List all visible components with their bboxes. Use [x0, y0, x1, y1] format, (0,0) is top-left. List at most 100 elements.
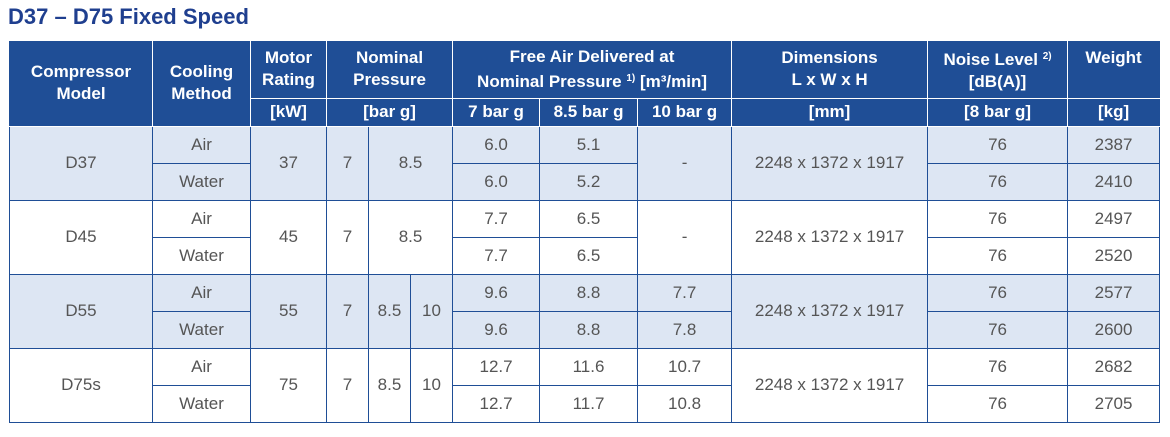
- noise-cell: 76: [927, 200, 1068, 238]
- weight-cell: 2577: [1067, 274, 1160, 312]
- pressure-cell: 8.5: [368, 274, 411, 349]
- fad-7-cell: 7.7: [452, 237, 540, 275]
- pressure-cell: 7: [326, 200, 369, 275]
- weight-cell: 2600: [1067, 311, 1160, 349]
- cooling-cell: Water: [152, 237, 251, 275]
- page-title: D37 – D75 Fixed Speed: [8, 4, 249, 29]
- header-pressure-unit: [bar g]: [326, 98, 454, 127]
- header-motor-unit: [kW]: [250, 98, 327, 127]
- pressure-cell: 7: [326, 126, 369, 201]
- spec-table: Compressor Model Cooling Method Motor Ra…: [9, 41, 1161, 423]
- table-row: Water 12.7 11.7 10.8 76 2705: [10, 385, 1160, 423]
- header-fad-footnote: 1): [626, 72, 636, 84]
- fad-85-cell: 5.2: [539, 163, 638, 201]
- table-row: Water 7.7 6.5 76 2520: [10, 237, 1160, 275]
- noise-cell: 76: [927, 385, 1068, 423]
- noise-cell: 76: [927, 126, 1068, 164]
- cooling-cell: Water: [152, 163, 251, 201]
- model-cell: D37: [9, 126, 153, 201]
- cooling-cell: Water: [152, 311, 251, 349]
- fad-10-cell: -: [637, 200, 732, 275]
- header-motor: Motor Rating: [250, 41, 327, 99]
- table-row: D75s Air 75 7 8.5 10 12.7 11.6 10.7 2248 x 1372 x…: [9, 348, 1160, 423]
- header-dims-line2: L x W x H: [791, 70, 868, 90]
- fad-85-cell: 8.8: [539, 311, 638, 349]
- cooling-cell: Air: [152, 200, 251, 238]
- pressure-cell: 10: [409, 274, 453, 349]
- fad-7-cell: 6.0: [452, 163, 540, 201]
- weight-cell: 2520: [1067, 237, 1160, 275]
- header-fad-7: 7 bar g: [452, 98, 541, 127]
- header-weight-unit: [kg]: [1067, 98, 1160, 127]
- fad-85-cell: 8.8: [539, 274, 638, 312]
- motor-cell: 37: [250, 126, 327, 201]
- fad-85-cell: 6.5: [539, 237, 638, 275]
- pressure-cell: 10: [409, 348, 453, 423]
- motor-cell: 45: [250, 200, 327, 275]
- table-row: D37 Air 37 7 8.5 6.0 5.1-2248 x 1372 x 1917 76 2…: [9, 126, 1160, 201]
- fad-7-cell: 12.7: [452, 348, 540, 386]
- cooling-cell: Air: [152, 126, 251, 164]
- pressure-cell: 8.5: [368, 348, 411, 423]
- noise-cell: 76: [927, 274, 1068, 312]
- fad-7-cell: 12.7: [452, 385, 540, 423]
- header-fad-line1: Free Air Delivered at: [509, 46, 675, 66]
- header-noise-footnote: 2): [1042, 50, 1052, 62]
- model-cell: D55: [9, 274, 153, 349]
- dimensions-cell: 2248 x 1372 x 1917: [731, 200, 928, 275]
- header-fad-10: 10 bar g: [637, 98, 733, 127]
- noise-cell: 76: [927, 348, 1068, 386]
- fad-10-cell: 10.7: [637, 348, 732, 386]
- motor-cell: 75: [250, 348, 327, 423]
- header-pressure: Nominal Pressure: [326, 41, 454, 99]
- header-cooling: Cooling Method: [152, 41, 251, 127]
- weight-cell: 2705: [1067, 385, 1160, 423]
- header-weight: Weight: [1067, 41, 1160, 99]
- header-dims-line1: Dimensions: [781, 48, 878, 68]
- weight-cell: 2497: [1067, 200, 1160, 238]
- motor-cell: 55: [250, 274, 327, 349]
- header-fad: Free Air Delivered at Nominal Pressure 1…: [452, 41, 733, 99]
- fad-7-cell: 7.7: [452, 200, 540, 238]
- header-fad-line2: Nominal Pressure: [477, 71, 622, 91]
- table-row: Water 9.6 8.8 7.8 76 2600: [10, 311, 1160, 349]
- noise-cell: 76: [927, 163, 1068, 201]
- pressure-cell: 7: [326, 348, 369, 423]
- fad-85-cell: 6.5: [539, 200, 638, 238]
- table-row: Water 6.0 5.2 76 2410: [10, 163, 1160, 201]
- model-cell: D75s: [9, 348, 153, 423]
- fad-85-cell: 11.7: [539, 385, 638, 423]
- header-fad-85: 8.5 bar g: [539, 98, 639, 127]
- fad-10-cell: -: [637, 126, 732, 201]
- noise-cell: 76: [927, 311, 1068, 349]
- pressure-cell: 7: [326, 274, 369, 349]
- header-noise-line2: [dB(A)]: [968, 71, 1027, 91]
- header-fad-unit: [m³/min]: [639, 71, 708, 91]
- header-noise-line1: Noise Level: [943, 49, 1038, 69]
- header-noise: Noise Level 2) [dB(A)]: [927, 41, 1069, 99]
- fad-10-cell: 10.8: [637, 385, 732, 423]
- table-row: D45 Air 45 7 8.5 7.7 6.5-2248 x 1372 x 1917 76 2…: [9, 200, 1160, 275]
- pressure-cell: 8.5: [367, 200, 453, 275]
- weight-cell: 2410: [1067, 163, 1160, 201]
- table-row: D55 Air 55 7 8.5 10 9.6 8.8 7.7 2248 x 1372 x 191…: [9, 274, 1160, 349]
- fad-85-cell: 5.1: [539, 126, 638, 164]
- fad-85-cell: 11.6: [539, 348, 638, 386]
- fad-7-cell: 9.6: [452, 274, 540, 312]
- fad-10-cell: 7.8: [637, 311, 732, 349]
- noise-cell: 76: [927, 237, 1068, 275]
- weight-cell: 2387: [1067, 126, 1160, 164]
- weight-cell: 2682: [1067, 348, 1160, 386]
- dimensions-cell: 2248 x 1372 x 1917: [731, 274, 928, 349]
- cooling-cell: Air: [152, 274, 251, 312]
- header-noise-unit: [8 bar g]: [927, 98, 1069, 127]
- header-model: Compressor Model: [9, 41, 153, 127]
- header-dims-unit: [mm]: [731, 98, 929, 127]
- model-cell: D45: [9, 200, 153, 275]
- fad-7-cell: 6.0: [452, 126, 540, 164]
- pressure-cell: 8.5: [367, 126, 453, 201]
- cooling-cell: Water: [152, 385, 251, 423]
- header-dims: Dimensions L x W x H: [731, 41, 929, 99]
- fad-10-cell: 7.7: [637, 274, 732, 312]
- dimensions-cell: 2248 x 1372 x 1917: [731, 348, 928, 423]
